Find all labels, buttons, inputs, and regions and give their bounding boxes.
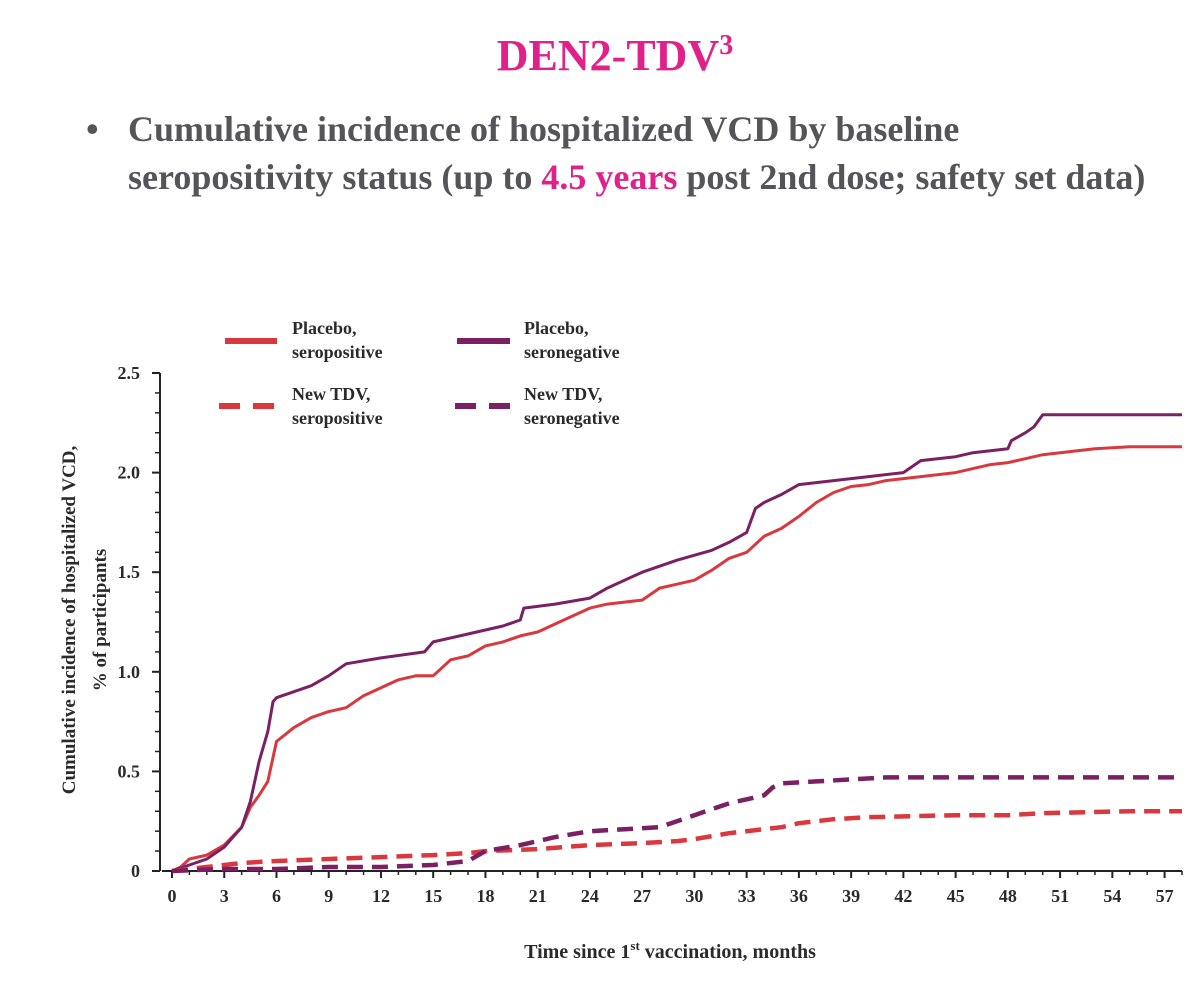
legend-label-new-tdv-seronegative: seronegative: [524, 408, 620, 428]
x-tick-label: 39: [842, 886, 860, 906]
x-tick-label: 45: [947, 886, 965, 906]
x-tick-label: 12: [372, 886, 390, 906]
x-tick-label: 36: [790, 886, 808, 906]
x-tick-label: 15: [424, 886, 442, 906]
legend-label-new-tdv-seronegative: New TDV,: [524, 384, 602, 404]
y-tick-label: 1.0: [118, 662, 141, 682]
x-tick-label: 51: [1051, 886, 1069, 906]
chart-series: [171, 413, 1182, 874]
title-reference-sup: 3: [719, 30, 734, 61]
x-axis-label-sup: st: [630, 938, 640, 953]
bullet-text-after: post 2nd dose; safety set data): [677, 157, 1146, 197]
series-line-new-tdv-seropositive: [171, 808, 1182, 874]
y-axis-label-line-2: % of participants: [90, 549, 111, 692]
x-tick-label: 3: [220, 886, 229, 906]
y-tick-label: 1.5: [118, 562, 141, 582]
x-tick-label: 21: [529, 886, 547, 906]
y-tick-label: 0.5: [118, 761, 141, 781]
x-tick-label: 24: [581, 886, 599, 906]
bullet-marker: •: [86, 109, 99, 149]
legend-label-placebo-seropositive: Placebo,: [292, 318, 357, 338]
series-line-new-tdv-seronegative: [171, 775, 1182, 874]
slide-title-text: DEN2-TDV: [496, 31, 720, 80]
slide-title: DEN2-TDV3: [0, 30, 1200, 81]
x-tick-label: 9: [324, 886, 333, 906]
legend-label-new-tdv-seropositive: New TDV,: [292, 384, 370, 404]
y-axis-label-line-1: Cumulative incidence of hospitalized VCD…: [59, 445, 80, 794]
x-tick-label: 42: [894, 886, 912, 906]
chart-legend: Placebo, seropositive Placebo, seronegative…: [219, 318, 620, 428]
series-line-placebo-seropositive: [171, 445, 1182, 873]
legend-label-placebo-seronegative: seronegative: [524, 342, 620, 362]
x-tick-label: 18: [476, 886, 494, 906]
x-tick-label: 33: [738, 886, 756, 906]
x-axis-label: Time since 1st vaccination, months: [524, 938, 816, 963]
legend-label-placebo-seronegative: Placebo,: [524, 318, 589, 338]
x-tick-label: 27: [633, 886, 651, 906]
series-line-placebo-seronegative: [171, 413, 1182, 873]
y-tick-label: 2.0: [118, 463, 141, 483]
x-tick-label: 6: [272, 886, 281, 906]
x-tick-label: 0: [168, 886, 177, 906]
bullet-highlight: 4.5 years: [541, 157, 678, 197]
legend-label-new-tdv-seropositive: seropositive: [292, 408, 383, 428]
legend-label-placebo-seropositive: seropositive: [292, 342, 383, 362]
x-tick-label: 30: [685, 886, 703, 906]
bullet-text-before: Cumulative incidence of hospitalized VCD…: [128, 109, 960, 197]
x-tick-label: 57: [1156, 886, 1174, 906]
y-tick-label: 2.5: [118, 363, 141, 383]
bullet-text: Cumulative incidence of hospitalized VCD…: [128, 105, 1166, 201]
y-tick-label: 0: [131, 861, 140, 881]
x-axis-label-part-1: Time since 1: [524, 941, 630, 963]
chart-axes: 0 3 6 9 12 15 18 21 24 27 30 33 36 39 42 45 48 51 54 5700.5…: [118, 363, 1183, 906]
bullet-point: • Cumulative incidence of hospitalized V…: [86, 105, 1166, 201]
x-tick-label: 54: [1103, 886, 1121, 906]
x-tick-label: 48: [999, 886, 1017, 906]
x-axis-label-part-2: vaccination, months: [640, 941, 816, 963]
